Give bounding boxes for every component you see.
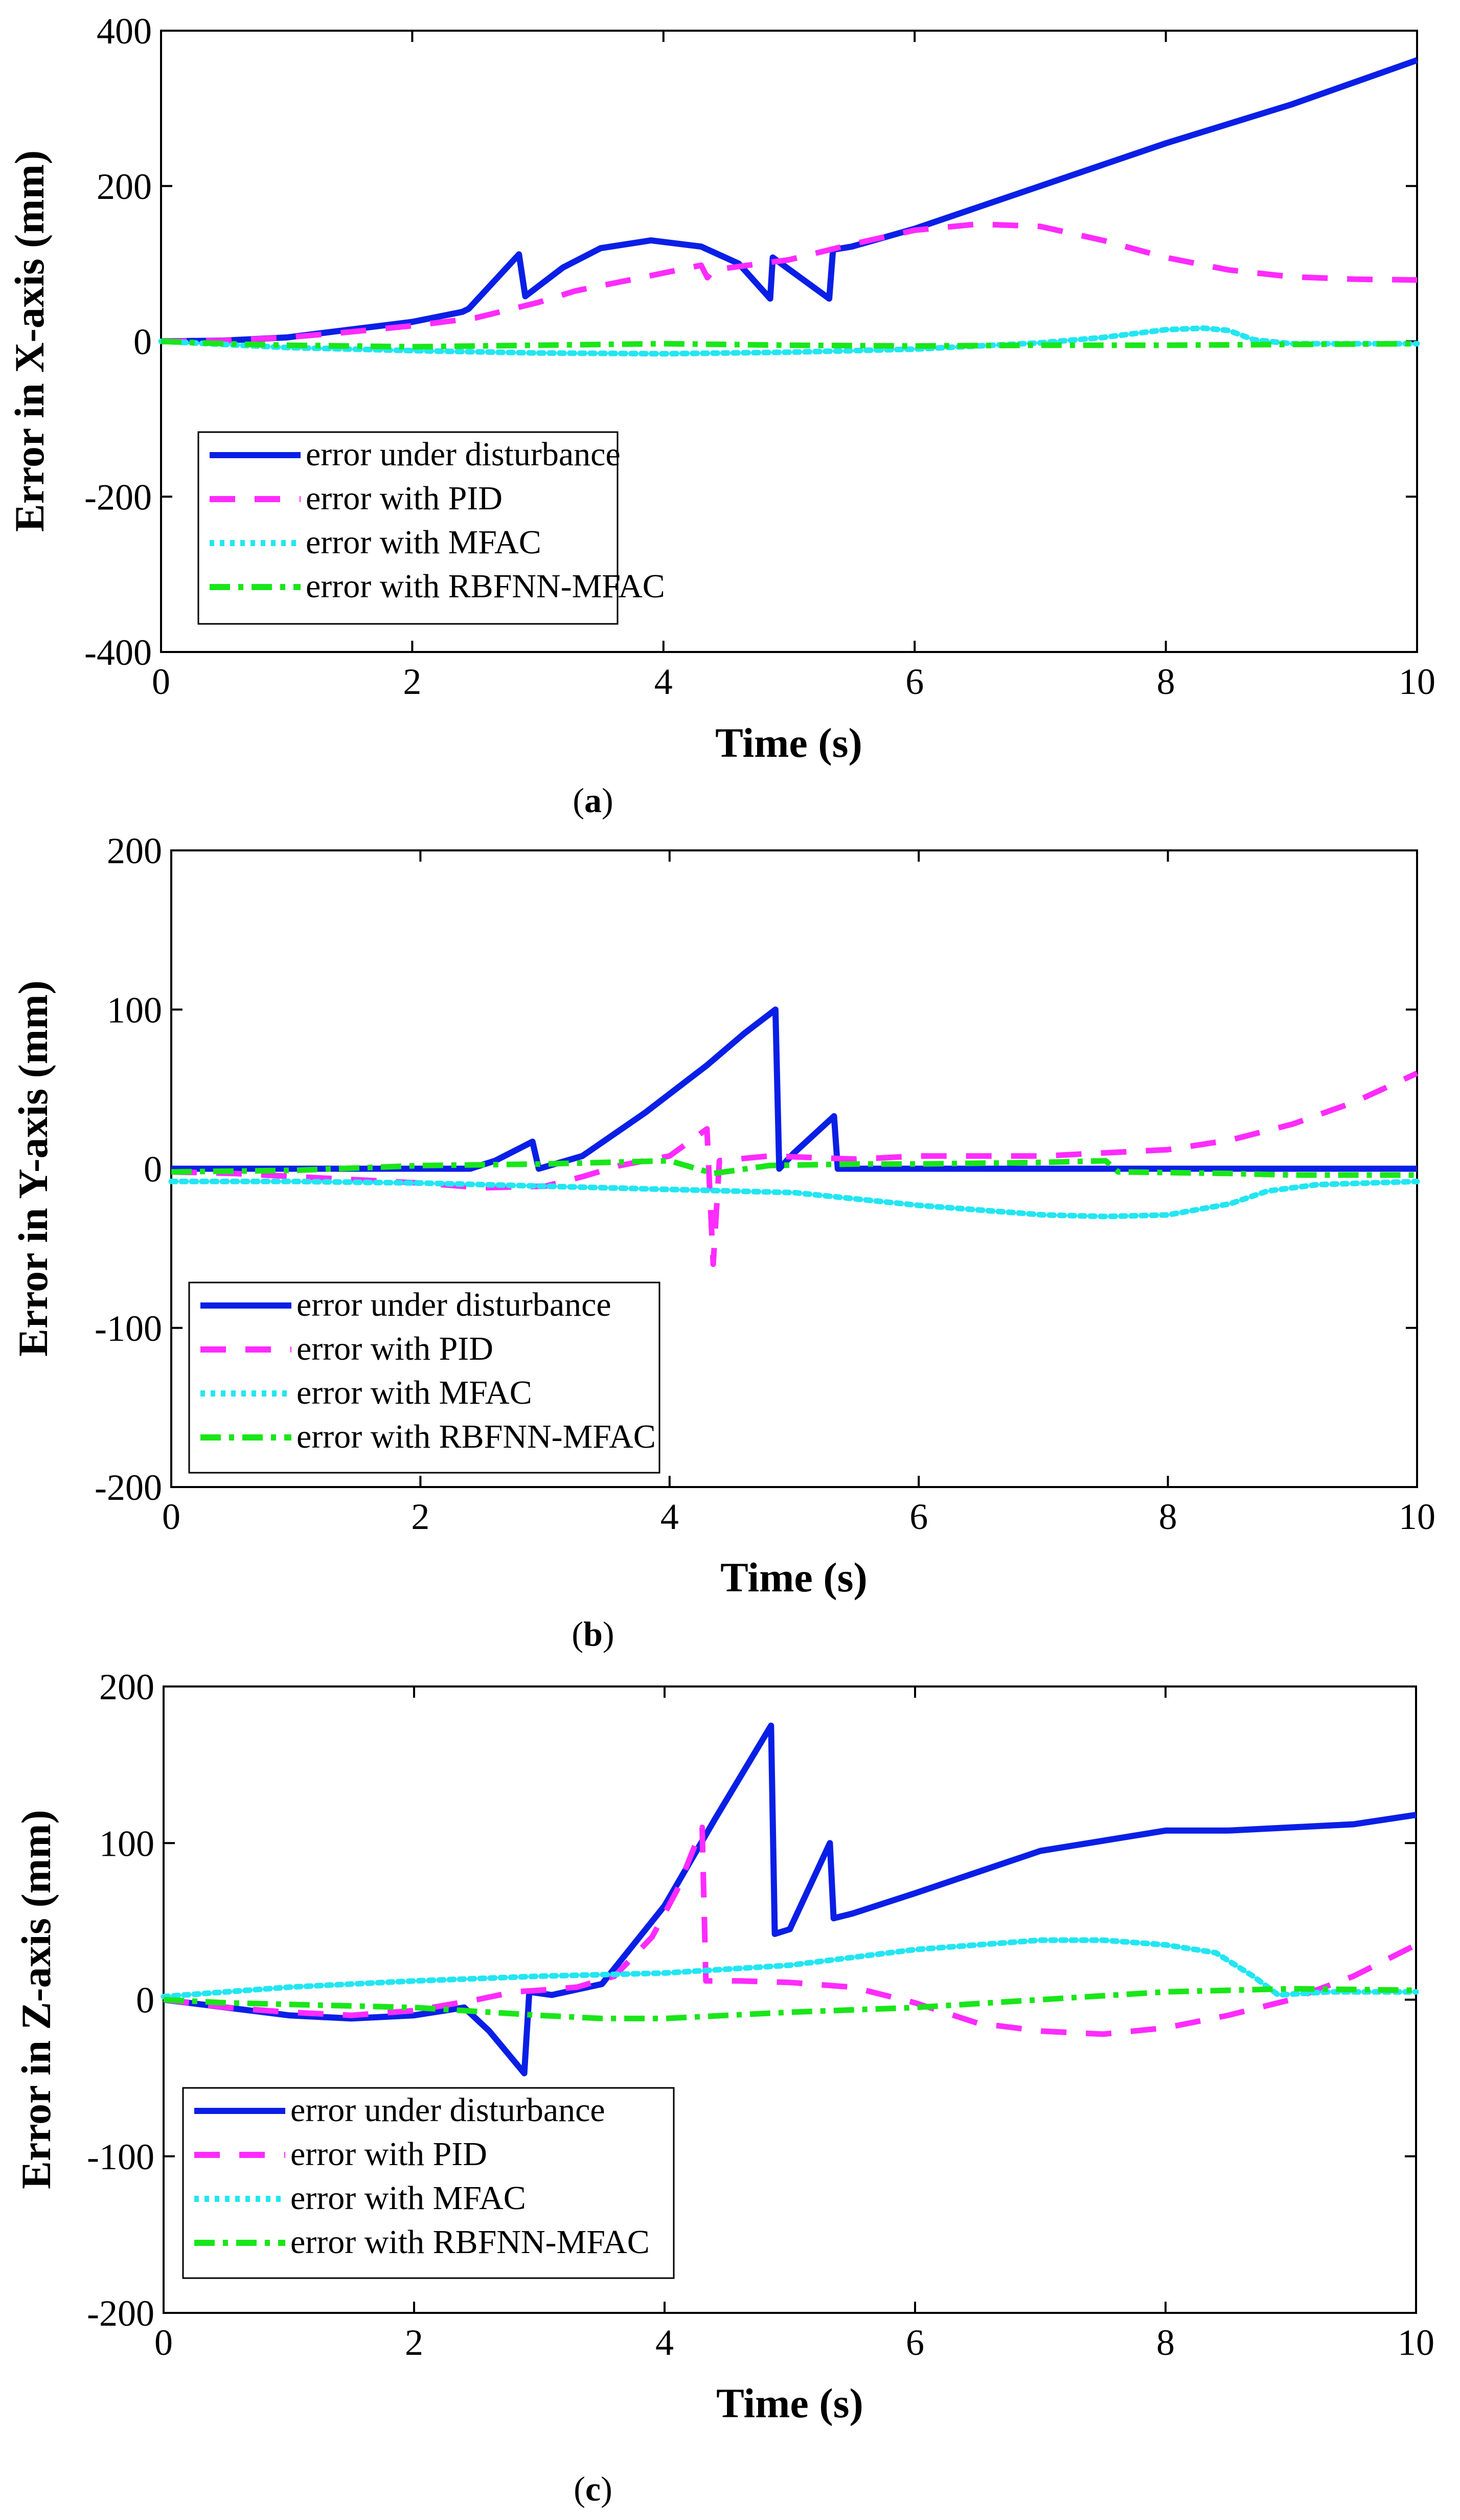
series-group-a — [158, 57, 1420, 357]
x-tick-label: 0 — [154, 2322, 173, 2363]
x-tick-label: 2 — [411, 1496, 429, 1537]
x-tick-label: 0 — [162, 1496, 180, 1537]
legend-label: error with PID — [290, 2135, 487, 2173]
legend-label: error with RBFNN-MFAC — [290, 2223, 650, 2261]
y-axis-label-c: Error in Z-axis (mm) — [13, 1810, 59, 2189]
x-tick-label: 6 — [905, 661, 924, 702]
legend-label: error with PID — [306, 480, 503, 517]
series-line-error-with-pid — [163, 1825, 1418, 2037]
tick-group-b: 0 2 4 6 8 10 -200 -100 0 100 200 — [95, 830, 1435, 1537]
series-line-error-under-disturbance — [171, 1006, 1417, 1172]
x-axis-label-b: Time (s) — [720, 1554, 868, 1601]
panel-c: 0 2 4 6 8 10 -200 -100 0 100 200 Time (s) Error in… — [13, 1667, 1434, 2508]
x-tick-label: 4 — [660, 1496, 679, 1537]
x-tick-label: 2 — [403, 661, 421, 702]
y-tick-label: 200 — [107, 830, 162, 871]
y-tick-label: 200 — [99, 1667, 154, 1707]
series-line-error-with-pid — [161, 221, 1418, 344]
x-tick-label: 4 — [655, 2322, 674, 2363]
legend-a: error under disturbance error with PID err… — [197, 431, 665, 625]
series-line-error-with-mfac — [161, 1937, 1419, 1999]
y-tick-label: -200 — [95, 1467, 162, 1508]
x-tick-label: 10 — [1398, 2322, 1434, 2363]
y-tick-label: -100 — [87, 2136, 154, 2177]
y-tick-label: 100 — [107, 989, 162, 1030]
series-line-error-with-mfac — [158, 325, 1420, 357]
y-tick-label: 0 — [136, 1980, 154, 2021]
series-line-error-with-pid — [171, 1070, 1419, 1267]
legend-box — [197, 431, 619, 625]
legend-label: error under disturbance — [290, 2091, 605, 2129]
x-tick-label: 6 — [909, 1496, 928, 1537]
x-tick-label: 6 — [906, 2322, 924, 2363]
x-tick-label: 8 — [1159, 1496, 1177, 1537]
y-tick-label: -400 — [84, 632, 152, 673]
legend-label: error with MFAC — [296, 1374, 532, 1411]
series-line-error-with-mfac — [168, 1178, 1420, 1220]
y-axis-label-b: Error in Y-axis (mm) — [10, 980, 56, 1357]
panel-a: 0 2 4 6 8 10 -400 -200 0 200 400 Time (s) Error in… — [6, 11, 1435, 820]
tick-group-c: 0 2 4 6 8 10 -200 -100 0 100 200 — [87, 1667, 1434, 2363]
legend-label: error with RBFNN-MFAC — [296, 1418, 656, 1455]
x-axis-label-a: Time (s) — [715, 719, 862, 766]
series-line-error-under-disturbance — [163, 1722, 1417, 2077]
panel-caption-a: (a) — [573, 781, 613, 820]
x-tick-label: 10 — [1399, 661, 1435, 702]
x-tick-label: 10 — [1399, 1496, 1435, 1537]
x-tick-label: 8 — [1156, 2322, 1175, 2363]
y-axis-label-a: Error in X-axis (mm) — [6, 150, 53, 532]
legend-box — [182, 2087, 675, 2279]
y-tick-label: 400 — [97, 11, 152, 52]
y-tick-label: 100 — [99, 1823, 154, 1864]
legend-label: error with RBFNN-MFAC — [306, 568, 665, 605]
legend-label: error under disturbance — [306, 436, 621, 473]
y-tick-label: -200 — [84, 477, 152, 518]
tick-group-a: 0 2 4 6 8 10 -400 -200 0 200 400 — [84, 11, 1435, 702]
y-tick-label: -100 — [95, 1308, 162, 1349]
y-tick-label: 0 — [133, 322, 152, 363]
series-group-c — [161, 1722, 1419, 2077]
legend-label: error with PID — [296, 1330, 493, 1367]
y-tick-label: 0 — [144, 1149, 162, 1190]
series-line-error-under-disturbance — [161, 57, 1418, 345]
legend-label: error under disturbance — [296, 1286, 611, 1323]
y-tick-label: 200 — [97, 166, 152, 207]
panel-caption-c: (c) — [574, 2469, 612, 2508]
x-tick-label: 0 — [152, 661, 170, 702]
x-axis-label-c: Time (s) — [716, 2380, 863, 2426]
panel-b: 0 2 4 6 8 10 -200 -100 0 100 200 Time (s) Error in… — [10, 830, 1435, 1653]
series-line-error-with-rbfnn-mfac — [163, 1986, 1417, 2021]
x-tick-label: 2 — [405, 2322, 423, 2363]
series-line-error-with-rbfnn-mfac — [171, 1158, 1417, 1178]
legend-label: error with MFAC — [306, 524, 541, 561]
series-group-b — [168, 1006, 1420, 1267]
legend-label: error with MFAC — [290, 2179, 526, 2217]
panel-caption-b: (b) — [572, 1614, 614, 1653]
x-tick-label: 4 — [654, 661, 673, 702]
legend-c: error under disturbance error with PID err… — [182, 2087, 675, 2279]
legend-b: error under disturbance error with PID err… — [188, 1281, 660, 1474]
y-tick-label: -200 — [87, 2293, 154, 2334]
legend-box — [188, 1281, 660, 1474]
series-line-error-with-rbfnn-mfac — [161, 339, 1418, 350]
x-tick-label: 8 — [1157, 661, 1175, 702]
